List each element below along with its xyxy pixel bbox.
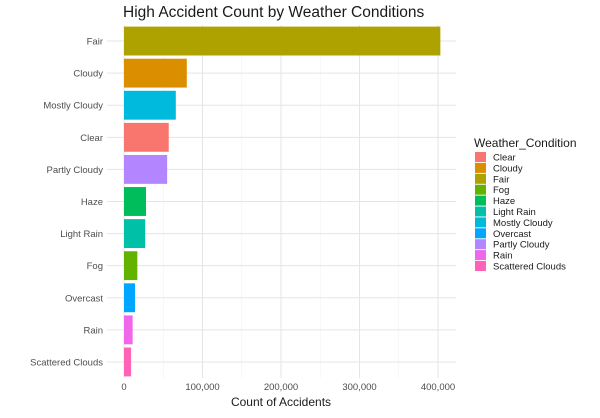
legend-label: Rain (493, 251, 513, 262)
bar-overcast (124, 283, 135, 313)
bar-rain (124, 315, 133, 345)
legend-label: Fair (493, 174, 509, 185)
y-tick-label: Cloudy (73, 69, 103, 80)
x-tick-label: 300,000 (342, 382, 376, 393)
legend-swatch-rain (475, 250, 486, 261)
legend-label: Cloudy (493, 163, 523, 174)
legend-swatch-clear (475, 152, 486, 162)
legend-swatch-scattered-clouds (475, 261, 486, 271)
legend-swatch-fair (475, 173, 486, 184)
legend-swatch-partly-cloudy (475, 239, 486, 250)
y-tick-label: Mostly Cloudy (43, 101, 103, 112)
bar-light-rain (124, 219, 146, 249)
x-tick-label: 100,000 (185, 382, 219, 393)
x-tick-labels: 0 100,000 200,000 300,000 400,000 (121, 382, 455, 393)
legend-swatch-overcast (475, 228, 486, 239)
legend-label: Partly Cloudy (493, 240, 550, 251)
legend-swatch-mostly-cloudy (475, 217, 486, 228)
bar-haze (124, 187, 146, 216)
y-tick-label: Clear (80, 133, 103, 144)
y-tick-label: Partly Cloudy (47, 165, 104, 176)
y-tick-label: Rain (83, 325, 103, 336)
legend-label: Clear (493, 153, 516, 164)
chart-title: High Accident Count by Weather Condition… (123, 4, 425, 21)
legend: Weather_Condition ClearCloudyFairFogHaze… (474, 136, 577, 273)
y-tick-label: Light Rain (60, 229, 103, 240)
legend-label: Scattered Clouds (493, 262, 566, 273)
y-tick-label: Overcast (65, 293, 103, 304)
legend-swatch-fog (475, 184, 486, 195)
y-tick-label: Fair (87, 37, 103, 48)
legend-swatch-haze (475, 195, 486, 206)
legend-label: Light Rain (493, 207, 536, 218)
y-tick-labels: Fair Cloudy Mostly Cloudy Clear Partly Cloud… (30, 37, 103, 369)
bar-cloudy (124, 58, 187, 88)
bar-fair (124, 26, 441, 56)
y-tick-label: Haze (81, 197, 103, 208)
legend-label: Fog (493, 185, 509, 196)
legend-label: Mostly Cloudy (493, 218, 553, 229)
legend-swatch-light-rain (475, 206, 486, 217)
x-tick-label: 0 (121, 382, 126, 393)
bar-mostly-cloudy (124, 90, 176, 120)
bar-clear (124, 122, 169, 152)
bars-layer (124, 26, 441, 377)
legend-swatch-cloudy (475, 162, 486, 173)
bar-scattered-clouds (124, 347, 132, 377)
bar-fog (124, 251, 138, 281)
legend-title: Weather_Condition (474, 136, 577, 150)
x-axis-label: Count of Accidents (231, 395, 331, 409)
x-tick-label: 400,000 (421, 382, 455, 393)
bar-partly-cloudy (124, 154, 168, 184)
legend-label: Haze (493, 196, 515, 207)
legend-label: Overcast (493, 229, 531, 240)
x-tick-label: 200,000 (264, 382, 298, 393)
y-tick-label: Scattered Clouds (30, 357, 103, 368)
y-tick-label: Fog (87, 261, 103, 272)
